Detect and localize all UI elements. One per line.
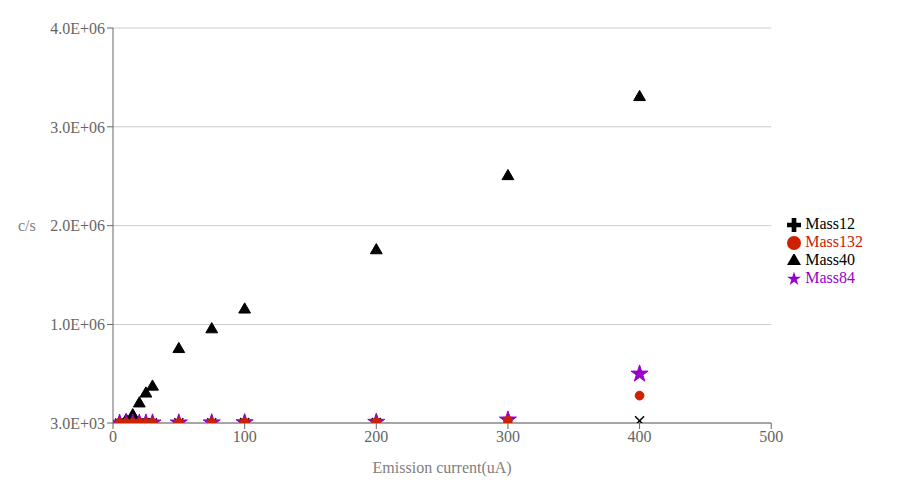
svg-text:400: 400	[628, 428, 652, 445]
svg-text:0: 0	[109, 428, 117, 445]
svg-text:Emission current(uA): Emission current(uA)	[373, 459, 512, 477]
html-text:Mass40: Mass40	[805, 250, 855, 268]
svg-text:2.0E+06: 2.0E+06	[50, 217, 105, 234]
svg-text:300: 300	[496, 428, 520, 445]
svg-text:200: 200	[364, 428, 388, 445]
svg-text:3.0E+03: 3.0E+03	[50, 415, 105, 432]
svg-text:1.0E+06: 1.0E+06	[50, 316, 105, 333]
svg-text:100: 100	[233, 428, 257, 445]
svg-text:3.0E+06: 3.0E+06	[50, 119, 105, 136]
html-text:Mass12: Mass12	[805, 214, 855, 232]
svg-text:500: 500	[759, 428, 783, 445]
svg-text:4.0E+06: 4.0E+06	[50, 20, 105, 37]
html-text:Mass132: Mass132	[805, 232, 863, 250]
svg-text:c/s: c/s	[18, 217, 36, 234]
html-text:Mass84: Mass84	[805, 268, 855, 286]
